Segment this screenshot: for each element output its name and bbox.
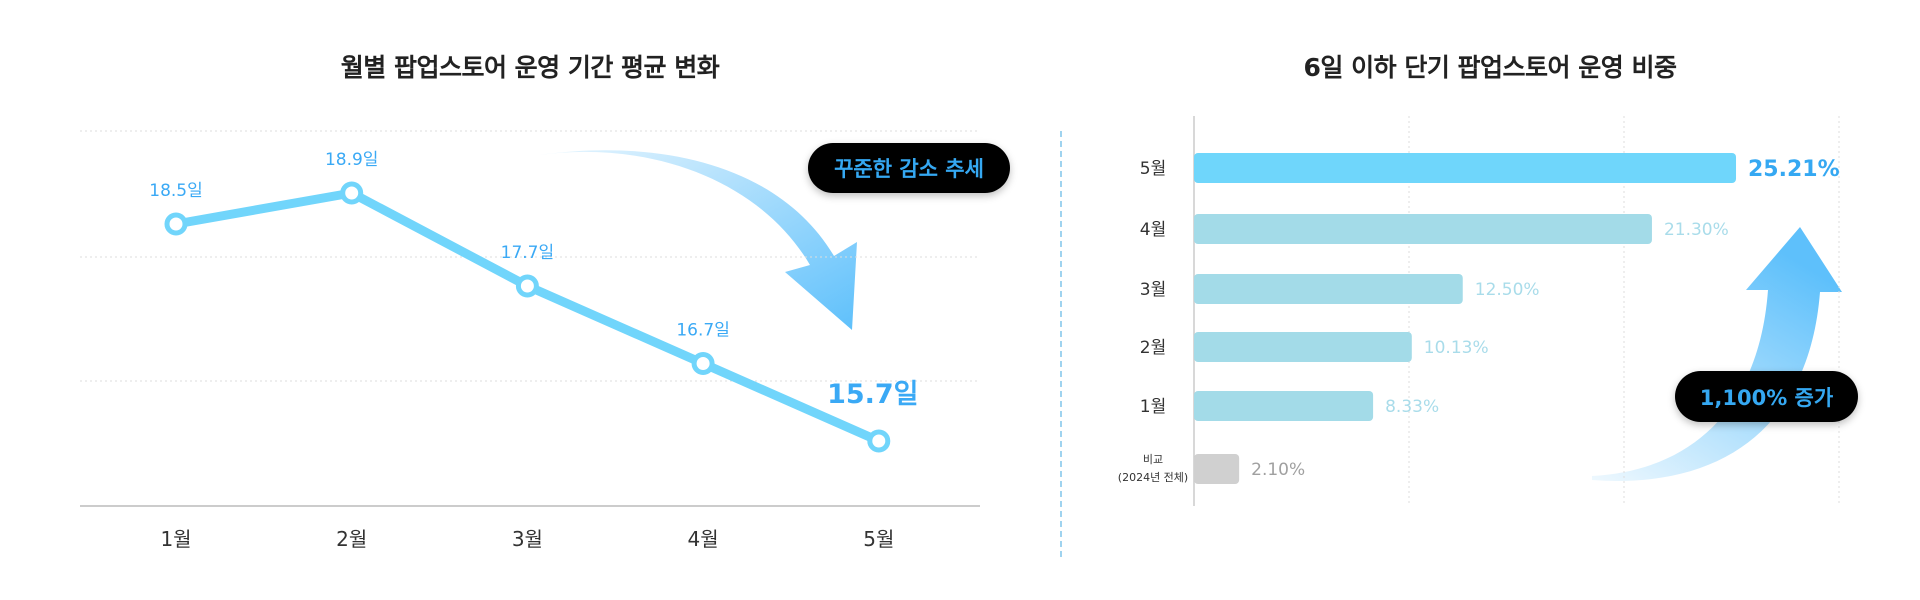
- bar: [1194, 332, 1412, 362]
- bar-value-label: 2.10%: [1251, 460, 1305, 480]
- y-tick-label: 비교: [1143, 453, 1163, 466]
- data-label: 17.7일: [501, 243, 555, 263]
- bar: [1194, 153, 1737, 183]
- y-tick-label: 3월: [1140, 280, 1166, 300]
- y-tick-label: 2월: [1140, 338, 1166, 358]
- data-point: [164, 212, 188, 236]
- line-chart-title: 월별 팝업스토어 운영 기간 평균 변화: [340, 53, 720, 82]
- x-tick-label: 1월: [160, 527, 191, 551]
- bar-chart-title: 6일 이하 단기 팝업스토어 운영 비중: [1303, 53, 1677, 82]
- data-label: 18.5일: [149, 181, 203, 201]
- x-tick-label: 5월: [863, 527, 894, 551]
- x-tick-label: 3월: [512, 527, 543, 551]
- bar-value-label: 8.33%: [1385, 397, 1439, 417]
- trend-annotation-text: 꾸준한 감소 추세: [834, 157, 984, 181]
- increase-annotation-text: 1,100% 증가: [1699, 385, 1834, 410]
- bar-value-label: 25.21%: [1748, 157, 1840, 182]
- data-point: [340, 181, 364, 205]
- trend-annotation-bubble: 꾸준한 감소 추세: [808, 143, 1010, 193]
- y-tick-label: 1월: [1140, 397, 1166, 417]
- bar: [1194, 274, 1463, 304]
- x-tick-label: 4월: [688, 527, 719, 551]
- bar: [1194, 391, 1374, 421]
- data-label: 18.9일: [325, 150, 379, 170]
- x-tick-label: 2월: [336, 527, 367, 551]
- data-point: [515, 274, 539, 298]
- up-arrow-icon: [1592, 227, 1842, 481]
- data-point: [691, 352, 715, 375]
- chart-divider: [1060, 131, 1062, 557]
- y-tick-label: 5월: [1140, 159, 1166, 179]
- data-label: 15.7일: [827, 379, 918, 410]
- bar-value-label: 12.50%: [1475, 280, 1540, 300]
- y-tick-label: (2024년 전체): [1118, 471, 1188, 484]
- down-arrow-icon: [539, 150, 857, 330]
- increase-annotation-bubble: 1,100% 증가: [1675, 371, 1858, 422]
- data-label: 16.7일: [676, 321, 730, 341]
- bar: [1194, 454, 1240, 484]
- bar: [1194, 214, 1652, 244]
- data-line: [175, 188, 881, 446]
- bar-value-label: 10.13%: [1424, 338, 1489, 358]
- data-point: [867, 429, 891, 453]
- y-tick-label: 4월: [1140, 220, 1166, 240]
- bar-value-label: 21.30%: [1664, 220, 1729, 240]
